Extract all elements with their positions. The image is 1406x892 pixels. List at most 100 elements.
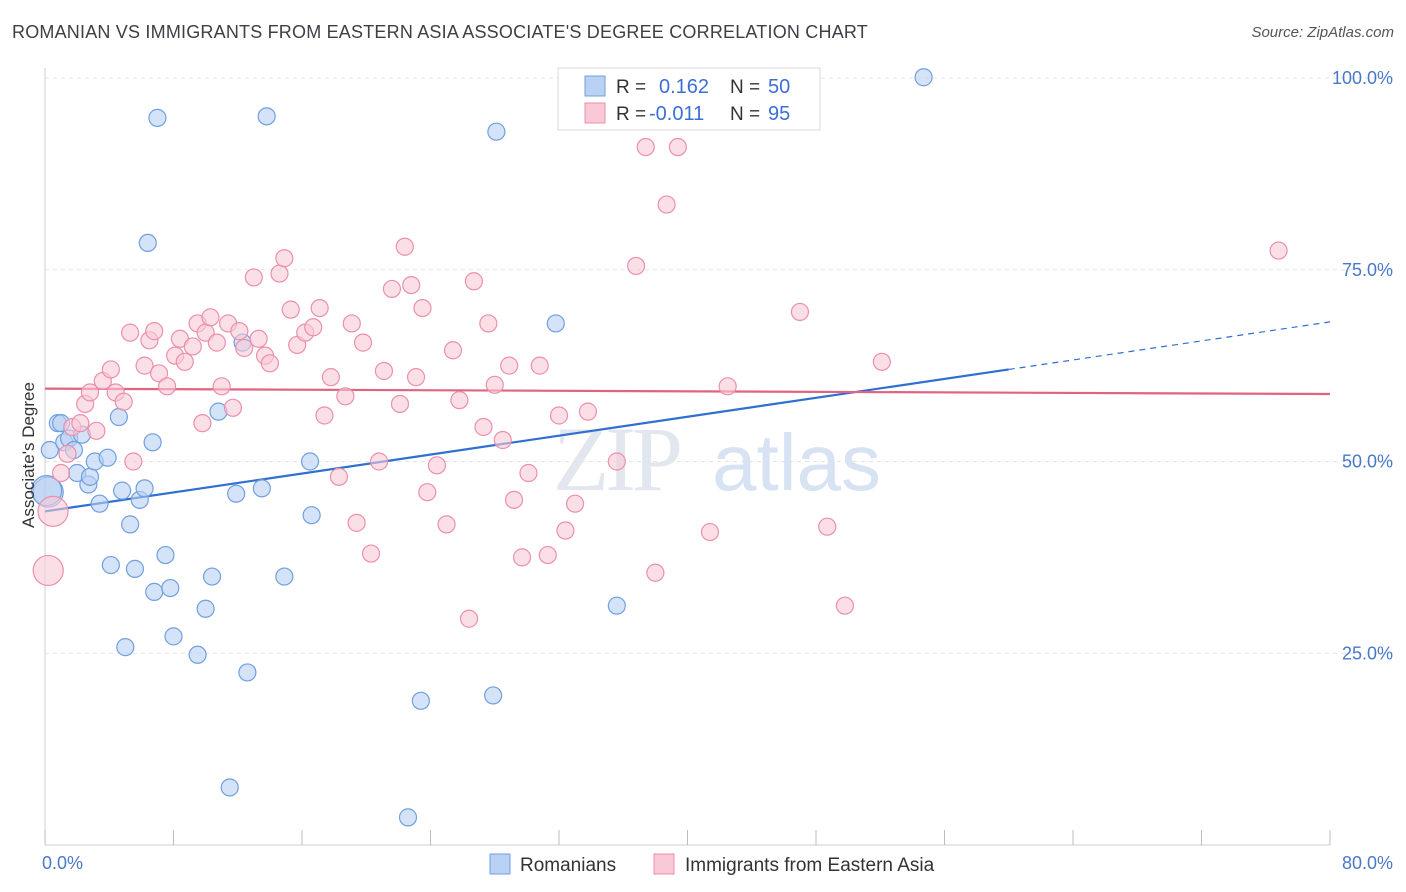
point-series0-23	[145, 582, 164, 601]
y-tick-label-3: 100.0%	[1332, 68, 1393, 88]
watermark-atlas: atlas	[712, 418, 881, 507]
point-series1-49	[342, 314, 361, 333]
point-series1-90	[790, 302, 810, 322]
point-series1-44	[310, 299, 329, 318]
point-series1-59	[406, 368, 426, 387]
correlation-legend: R = 0.162 N = 50 R = -0.011 N = 95	[557, 67, 821, 131]
point-series0-29	[196, 599, 215, 618]
point-series1-58	[402, 275, 421, 295]
point-series1-2	[51, 463, 71, 483]
point-series0-28	[188, 645, 207, 664]
y-tick-label-2: 75.0%	[1342, 260, 1393, 280]
point-series0-30	[202, 567, 222, 586]
point-series1-64	[443, 341, 463, 360]
trend-lines	[44, 321, 1331, 513]
point-series1-28	[207, 333, 226, 352]
point-series1-72	[500, 356, 519, 375]
point-series1-48	[336, 387, 355, 406]
point-series1-80	[565, 494, 585, 513]
point-series0-38	[275, 567, 294, 586]
point-series1-65	[450, 391, 469, 410]
gridlines	[45, 77, 1395, 654]
chart-title: ROMANIAN VS IMMIGRANTS FROM EASTERN ASIA…	[12, 22, 868, 42]
point-series1-39	[275, 249, 294, 268]
point-series1-35	[249, 329, 268, 348]
point-series1-34	[244, 268, 263, 287]
legend-r-value-1: 0.162	[659, 76, 709, 98]
point-series1-62	[427, 456, 447, 475]
point-series0-46	[607, 596, 626, 615]
point-series1-73	[504, 490, 524, 509]
series-legend-label-romanians: Romanians	[520, 855, 616, 876]
point-series1-12	[114, 392, 133, 411]
point-series0-12	[98, 448, 117, 467]
point-series1-85	[646, 563, 665, 582]
point-series0-18	[125, 559, 145, 578]
point-series1-32	[230, 322, 249, 341]
point-series1-57	[395, 237, 414, 256]
series-legend-label-eastern-asia: Immigrants from Eastern Asia	[685, 855, 935, 876]
point-series1-51	[353, 333, 373, 352]
point-series1-82	[607, 452, 626, 471]
x-tick-label-end: 80.0%	[1342, 853, 1393, 873]
point-series1-10	[101, 360, 120, 379]
point-series1-53	[370, 452, 389, 471]
point-series0-35	[238, 663, 257, 682]
point-series1-78	[549, 406, 569, 425]
point-series1-66	[459, 609, 479, 628]
point-series1-79	[556, 521, 575, 540]
point-series0-20	[135, 479, 154, 498]
point-series1-18	[149, 364, 169, 383]
point-series1-1	[37, 495, 69, 527]
point-series1-70	[485, 375, 504, 394]
point-series0-24	[148, 108, 167, 127]
point-series0-21	[138, 233, 157, 253]
point-series1-54	[374, 361, 394, 381]
point-series1-71	[493, 430, 512, 450]
point-series0-44	[487, 122, 506, 141]
point-series1-13	[121, 323, 140, 342]
point-series1-3	[58, 444, 77, 463]
point-series0-1	[40, 440, 59, 460]
point-series1-93	[872, 352, 891, 371]
point-series1-91	[818, 517, 837, 536]
point-series0-16	[116, 638, 135, 657]
point-series1-69	[479, 314, 498, 333]
point-series1-47	[329, 467, 349, 486]
point-series1-19	[157, 377, 177, 396]
point-series1-89	[718, 377, 737, 396]
point-series0-25	[156, 545, 175, 565]
point-series0-26	[161, 578, 180, 598]
point-series1-75	[519, 463, 538, 483]
legend-n-value-1: 50	[768, 76, 790, 98]
y-tick-labels: 25.0% 50.0% 75.0% 100.0%	[1332, 68, 1393, 663]
point-series1-55	[382, 279, 402, 299]
point-series0-17	[121, 515, 140, 534]
point-series0-11	[90, 494, 109, 513]
trend-line-series0	[44, 368, 1009, 513]
point-series0-37	[257, 107, 276, 126]
point-series1-52	[361, 544, 381, 563]
point-series1-56	[390, 394, 410, 414]
point-series1-29	[212, 377, 231, 396]
legend-n-label-2: N =	[730, 104, 760, 125]
point-series0-47	[914, 68, 933, 87]
point-series1-63	[437, 515, 456, 534]
point-series0-27	[164, 627, 183, 646]
series-legend-swatch-eastern-asia	[653, 853, 675, 875]
point-series1-60	[413, 299, 432, 318]
series-legend-swatch-romanians	[489, 853, 511, 875]
y-tick-label-1: 50.0%	[1342, 452, 1393, 472]
point-series1-84	[636, 137, 655, 157]
x-tick-label-start: 0.0%	[42, 853, 83, 873]
source-label: Source: ZipAtlas.com	[1251, 24, 1394, 41]
point-series1-33	[235, 338, 254, 358]
point-series1-0	[32, 554, 64, 587]
point-series1-23	[183, 337, 202, 356]
point-series0-36	[252, 479, 271, 498]
point-series1-87	[668, 137, 687, 157]
point-series1-40	[281, 300, 300, 319]
point-series1-50	[347, 513, 366, 532]
legend-r-value-2: -0.011	[649, 103, 704, 125]
